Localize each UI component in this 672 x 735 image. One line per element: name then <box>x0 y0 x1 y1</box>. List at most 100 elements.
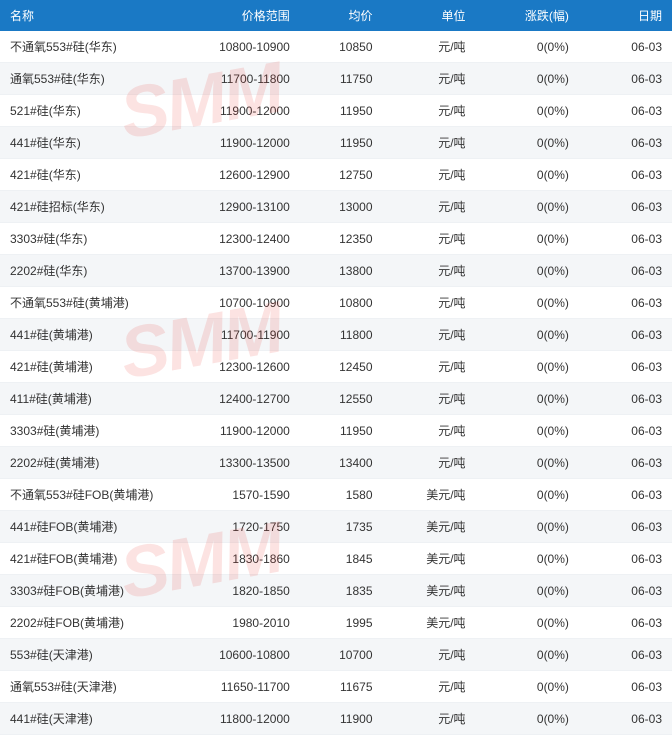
cell-avg: 10700 <box>300 639 383 671</box>
cell-date: 06-03 <box>579 255 672 287</box>
cell-range: 1720-1750 <box>176 511 300 543</box>
cell-name: 2202#硅FOB(黄埔港) <box>0 607 176 639</box>
cell-range: 13300-13500 <box>176 447 300 479</box>
cell-range: 11900-12000 <box>176 95 300 127</box>
cell-unit: 元/吨 <box>383 351 476 383</box>
cell-range: 13700-13900 <box>176 255 300 287</box>
cell-range: 11900-12000 <box>176 127 300 159</box>
cell-unit: 元/吨 <box>383 383 476 415</box>
cell-name: 521#硅(华东) <box>0 95 176 127</box>
col-header-date: 日期 <box>579 0 672 31</box>
cell-change: 0(0%) <box>476 575 579 607</box>
cell-date: 06-03 <box>579 31 672 63</box>
cell-range: 10800-10900 <box>176 31 300 63</box>
table-row: 2202#硅(华东)13700-1390013800元/吨0(0%)06-03 <box>0 255 672 287</box>
cell-name: 553#硅(天津港) <box>0 639 176 671</box>
cell-name: 通氧553#硅(天津港) <box>0 671 176 703</box>
table-row: 553#硅(天津港)10600-1080010700元/吨0(0%)06-03 <box>0 639 672 671</box>
cell-date: 06-03 <box>579 191 672 223</box>
cell-unit: 元/吨 <box>383 319 476 351</box>
cell-avg: 11950 <box>300 95 383 127</box>
cell-date: 06-03 <box>579 639 672 671</box>
cell-change: 0(0%) <box>476 639 579 671</box>
cell-date: 06-03 <box>579 95 672 127</box>
cell-unit: 元/吨 <box>383 447 476 479</box>
cell-range: 1570-1590 <box>176 479 300 511</box>
cell-name: 3303#硅(华东) <box>0 223 176 255</box>
cell-avg: 12450 <box>300 351 383 383</box>
table-row: 421#硅(华东)12600-1290012750元/吨0(0%)06-03 <box>0 159 672 191</box>
cell-avg: 1735 <box>300 511 383 543</box>
cell-change: 0(0%) <box>476 287 579 319</box>
cell-unit: 元/吨 <box>383 671 476 703</box>
col-header-unit: 单位 <box>383 0 476 31</box>
cell-unit: 元/吨 <box>383 127 476 159</box>
cell-name: 421#硅(黄埔港) <box>0 351 176 383</box>
cell-date: 06-03 <box>579 319 672 351</box>
cell-change: 0(0%) <box>476 543 579 575</box>
table-row: 3303#硅(华东)12300-1240012350元/吨0(0%)06-03 <box>0 223 672 255</box>
table-header-row: 名称 价格范围 均价 单位 涨跌(幅) 日期 <box>0 0 672 31</box>
cell-avg: 12750 <box>300 159 383 191</box>
cell-unit: 元/吨 <box>383 31 476 63</box>
cell-unit: 元/吨 <box>383 639 476 671</box>
cell-range: 1830-1860 <box>176 543 300 575</box>
cell-name: 441#硅(天津港) <box>0 703 176 735</box>
cell-date: 06-03 <box>579 223 672 255</box>
cell-date: 06-03 <box>579 607 672 639</box>
cell-range: 1820-1850 <box>176 575 300 607</box>
table-row: 2202#硅FOB(黄埔港)1980-20101995美元/吨0(0%)06-0… <box>0 607 672 639</box>
cell-avg: 1580 <box>300 479 383 511</box>
cell-change: 0(0%) <box>476 191 579 223</box>
cell-avg: 1845 <box>300 543 383 575</box>
cell-change: 0(0%) <box>476 479 579 511</box>
cell-change: 0(0%) <box>476 447 579 479</box>
table-row: 421#硅(黄埔港)12300-1260012450元/吨0(0%)06-03 <box>0 351 672 383</box>
cell-name: 不通氧553#硅(黄埔港) <box>0 287 176 319</box>
table-row: 2202#硅(黄埔港)13300-1350013400元/吨0(0%)06-03 <box>0 447 672 479</box>
price-table: 名称 价格范围 均价 单位 涨跌(幅) 日期 不通氧553#硅(华东)10800… <box>0 0 672 735</box>
cell-name: 3303#硅FOB(黄埔港) <box>0 575 176 607</box>
cell-avg: 12350 <box>300 223 383 255</box>
cell-name: 3303#硅(黄埔港) <box>0 415 176 447</box>
col-header-change: 涨跌(幅) <box>476 0 579 31</box>
cell-avg: 1995 <box>300 607 383 639</box>
cell-date: 06-03 <box>579 287 672 319</box>
table-row: 421#硅FOB(黄埔港)1830-18601845美元/吨0(0%)06-03 <box>0 543 672 575</box>
cell-avg: 11750 <box>300 63 383 95</box>
cell-date: 06-03 <box>579 415 672 447</box>
table-row: 通氧553#硅(华东)11700-1180011750元/吨0(0%)06-03 <box>0 63 672 95</box>
cell-unit: 美元/吨 <box>383 511 476 543</box>
cell-change: 0(0%) <box>476 703 579 735</box>
cell-date: 06-03 <box>579 159 672 191</box>
cell-unit: 美元/吨 <box>383 479 476 511</box>
table-row: 521#硅(华东)11900-1200011950元/吨0(0%)06-03 <box>0 95 672 127</box>
cell-unit: 元/吨 <box>383 703 476 735</box>
table-row: 441#硅(天津港)11800-1200011900元/吨0(0%)06-03 <box>0 703 672 735</box>
cell-change: 0(0%) <box>476 319 579 351</box>
cell-avg: 11900 <box>300 703 383 735</box>
cell-name: 通氧553#硅(华东) <box>0 63 176 95</box>
cell-name: 不通氧553#硅(华东) <box>0 31 176 63</box>
cell-range: 11900-12000 <box>176 415 300 447</box>
cell-change: 0(0%) <box>476 95 579 127</box>
cell-avg: 12550 <box>300 383 383 415</box>
cell-avg: 10850 <box>300 31 383 63</box>
cell-avg: 11800 <box>300 319 383 351</box>
cell-name: 421#硅(华东) <box>0 159 176 191</box>
cell-range: 11700-11900 <box>176 319 300 351</box>
cell-unit: 美元/吨 <box>383 607 476 639</box>
cell-date: 06-03 <box>579 383 672 415</box>
cell-avg: 11675 <box>300 671 383 703</box>
cell-change: 0(0%) <box>476 159 579 191</box>
cell-date: 06-03 <box>579 543 672 575</box>
table-row: 不通氧553#硅(华东)10800-1090010850元/吨0(0%)06-0… <box>0 31 672 63</box>
cell-range: 12400-12700 <box>176 383 300 415</box>
cell-date: 06-03 <box>579 127 672 159</box>
cell-range: 11800-12000 <box>176 703 300 735</box>
cell-unit: 元/吨 <box>383 159 476 191</box>
cell-name: 421#硅招标(华东) <box>0 191 176 223</box>
cell-change: 0(0%) <box>476 255 579 287</box>
cell-date: 06-03 <box>579 447 672 479</box>
cell-unit: 元/吨 <box>383 287 476 319</box>
